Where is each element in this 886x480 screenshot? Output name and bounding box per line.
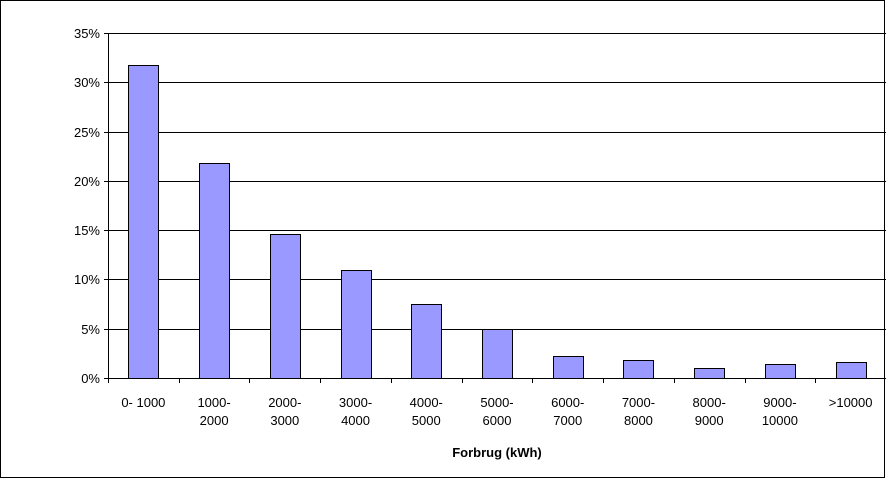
y-tick-label: 5%: [81, 322, 100, 337]
x-tick-label: 9000- 10000: [762, 395, 798, 428]
bars: [128, 65, 867, 379]
x-tick-label-line: 3000-: [339, 395, 372, 410]
x-tick-label-line: 5000-: [480, 395, 513, 410]
tick-labels: 0% 5% 10% 15% 20% 25% 30% 35% 0- 1000 1000- 2000 20…: [74, 26, 873, 428]
x-tick-label-line: 2000-: [268, 395, 301, 410]
bar: [270, 234, 301, 379]
x-tick-label: 3000- 4000: [339, 395, 372, 428]
x-tick-label: 8000- 9000: [693, 395, 726, 428]
x-tick-label-line: 5000: [412, 413, 441, 428]
y-tick-label: 20%: [74, 174, 100, 189]
x-axis-title: Forbrug (kWh): [452, 445, 542, 460]
x-tick-label: 5000- 6000: [480, 395, 513, 428]
x-tick-label: >10000: [829, 395, 873, 410]
bar: [553, 356, 584, 379]
x-tick-label-line: 4000: [341, 413, 370, 428]
x-tick-label-line: 0- 1000: [121, 395, 165, 410]
bar: [482, 329, 513, 379]
x-tick-label-line: 3000: [270, 413, 299, 428]
x-tick-label-line: 9000-: [763, 395, 796, 410]
x-tick-label-line: 8000: [624, 413, 653, 428]
x-tick-label: 6000- 7000: [551, 395, 584, 428]
bar: [694, 368, 725, 379]
x-tick-label-line: 1000-: [197, 395, 230, 410]
x-tick-label: 0- 1000: [121, 395, 165, 410]
y-tick-label: 30%: [74, 75, 100, 90]
x-tick-label: 1000- 2000: [197, 395, 230, 428]
x-tick-label-line: 6000: [483, 413, 512, 428]
x-tick-label-line: 9000: [695, 413, 724, 428]
axes: [104, 33, 886, 383]
bar: [765, 364, 796, 379]
x-tick-label-line: 10000: [762, 413, 798, 428]
x-tick-label-line: 7000: [553, 413, 582, 428]
x-tick-label-line: 7000-: [622, 395, 655, 410]
x-tick-label-line: 8000-: [693, 395, 726, 410]
y-tick-label: 15%: [74, 223, 100, 238]
y-tick-label: 0%: [81, 371, 100, 386]
x-tick-label-line: 6000-: [551, 395, 584, 410]
y-tick-label: 10%: [74, 272, 100, 287]
bar: [341, 270, 372, 379]
gridlines: [108, 33, 886, 330]
y-tick-label: 25%: [74, 125, 100, 140]
x-tick-label-line: >10000: [829, 395, 873, 410]
bar: [623, 360, 654, 379]
bar: [128, 65, 159, 379]
bar: [836, 362, 867, 379]
x-tick-label-line: 2000: [200, 413, 229, 428]
x-tick-label: 2000- 3000: [268, 395, 301, 428]
bar: [411, 304, 442, 379]
x-tick-label: 7000- 8000: [622, 395, 655, 428]
y-tick-label: 35%: [74, 26, 100, 41]
x-tick-label: 4000- 5000: [410, 395, 443, 428]
x-tick-label-line: 4000-: [410, 395, 443, 410]
bar: [199, 163, 230, 379]
